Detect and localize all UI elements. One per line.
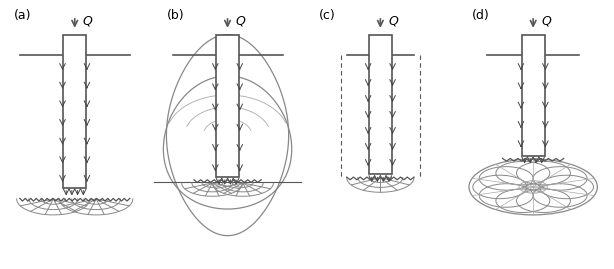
- Text: Q: Q: [236, 14, 246, 27]
- Text: Q: Q: [541, 14, 551, 27]
- Polygon shape: [216, 35, 239, 177]
- Text: (a): (a): [14, 9, 31, 22]
- Polygon shape: [369, 35, 392, 174]
- Polygon shape: [521, 35, 545, 156]
- Text: (d): (d): [472, 9, 490, 22]
- Text: Q: Q: [83, 14, 93, 27]
- Text: Q: Q: [388, 14, 398, 27]
- Polygon shape: [63, 35, 87, 188]
- Text: (b): (b): [166, 9, 184, 22]
- Text: (c): (c): [319, 9, 336, 22]
